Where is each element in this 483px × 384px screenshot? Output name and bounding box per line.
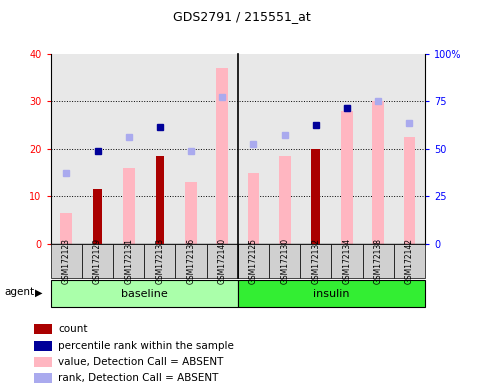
Bar — [216, 68, 228, 244]
Bar — [156, 156, 164, 244]
Text: rank, Detection Call = ABSENT: rank, Detection Call = ABSENT — [58, 373, 218, 383]
Bar — [312, 149, 320, 244]
Bar — [279, 156, 291, 244]
Bar — [341, 111, 353, 244]
Text: GSM172134: GSM172134 — [342, 238, 352, 284]
Text: GSM172142: GSM172142 — [405, 238, 414, 284]
Text: GSM172131: GSM172131 — [124, 238, 133, 284]
Bar — [403, 137, 415, 244]
Bar — [60, 213, 72, 244]
Text: GDS2791 / 215551_at: GDS2791 / 215551_at — [172, 10, 311, 23]
Text: GSM172132: GSM172132 — [312, 238, 320, 284]
Bar — [123, 168, 135, 244]
Text: count: count — [58, 324, 87, 334]
Text: GSM172140: GSM172140 — [218, 238, 227, 284]
Text: GSM172138: GSM172138 — [374, 238, 383, 284]
Text: GSM172125: GSM172125 — [249, 238, 258, 284]
Text: value, Detection Call = ABSENT: value, Detection Call = ABSENT — [58, 357, 223, 367]
Text: GSM172133: GSM172133 — [156, 238, 164, 284]
Text: insulin: insulin — [313, 289, 350, 299]
Bar — [248, 172, 259, 244]
Bar — [372, 101, 384, 244]
Text: GSM172130: GSM172130 — [280, 238, 289, 284]
Text: ▶: ▶ — [35, 287, 43, 298]
Text: percentile rank within the sample: percentile rank within the sample — [58, 341, 234, 351]
Text: GSM172123: GSM172123 — [62, 238, 71, 284]
Text: GSM172136: GSM172136 — [186, 238, 196, 284]
Text: GSM172129: GSM172129 — [93, 238, 102, 284]
Text: agent: agent — [5, 287, 35, 298]
Bar — [185, 182, 197, 244]
Bar — [93, 189, 102, 244]
Text: baseline: baseline — [121, 289, 168, 299]
